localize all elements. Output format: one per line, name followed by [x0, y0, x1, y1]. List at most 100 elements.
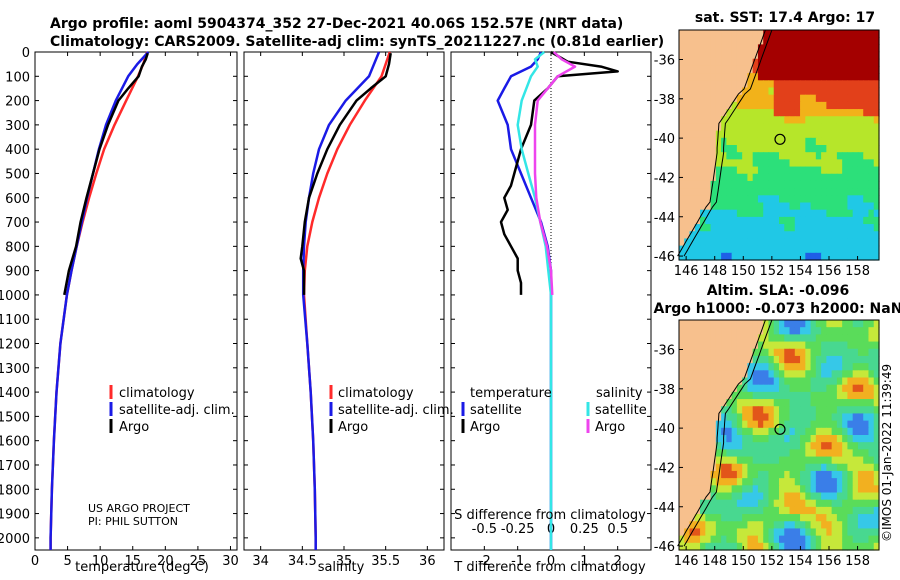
map-cell [768, 245, 775, 254]
map-cell [731, 470, 738, 479]
map-cell [679, 216, 685, 225]
map-cell [679, 334, 685, 343]
map-cell [742, 485, 749, 494]
map-cell [679, 202, 685, 211]
map-cell [747, 499, 754, 508]
map-cell [847, 470, 854, 479]
map-cell [710, 377, 717, 386]
map-cell [747, 327, 754, 335]
map-cell [689, 73, 696, 81]
map-cell [705, 535, 712, 544]
map-cell [694, 514, 701, 522]
map-cell [863, 166, 870, 175]
map-cell [768, 152, 775, 160]
map-cell [826, 94, 833, 103]
map-cell [810, 413, 817, 422]
map-cell [773, 145, 780, 153]
map-cell [831, 180, 838, 189]
map-cell [794, 224, 801, 232]
map-cell [721, 159, 727, 168]
map-frame [678, 319, 880, 551]
map-cell [821, 87, 827, 96]
map-cell [700, 377, 706, 386]
map-cell [773, 73, 780, 81]
map-cell [810, 478, 817, 486]
map-cell [831, 391, 838, 400]
series-argo [299, 53, 392, 295]
map-cell [831, 499, 838, 508]
map-cell [857, 363, 864, 371]
map-cell [736, 202, 743, 211]
map-cell [794, 341, 801, 350]
map-cell [826, 413, 833, 422]
map-cell [679, 44, 685, 53]
map-cell [826, 478, 833, 486]
map-cell [747, 44, 754, 53]
map-cell [784, 463, 791, 472]
map-cell [857, 341, 864, 350]
map-cell [757, 231, 764, 240]
map-cell [768, 470, 775, 479]
map-cell [847, 101, 854, 110]
map-cell [763, 58, 770, 67]
map-cell [815, 413, 822, 422]
map-cell [694, 152, 701, 160]
map-cell [810, 456, 817, 465]
map-cell [721, 73, 727, 81]
map-cell [842, 209, 849, 218]
map-cell [815, 224, 822, 232]
map-cell [821, 355, 827, 364]
map-cell [721, 413, 727, 422]
map-cell [752, 123, 759, 132]
map-cell [779, 166, 785, 175]
depth-tick-label: 1900 [0, 508, 30, 523]
map-cell [794, 245, 801, 254]
map-cell [826, 145, 833, 153]
map-cell [852, 377, 859, 386]
map-cell [836, 109, 843, 117]
map-cell [757, 123, 764, 132]
map-cell [857, 195, 864, 204]
map-cell [805, 73, 812, 81]
map-cell [868, 80, 875, 89]
map-cell [847, 449, 854, 458]
map-cell [863, 485, 870, 494]
map-cell [752, 492, 759, 501]
shelf-contour [683, 29, 773, 257]
map-cell [810, 542, 817, 551]
map-cell [705, 542, 712, 551]
map-cell [700, 202, 706, 211]
map-cell [736, 109, 743, 117]
map-cell [821, 370, 827, 379]
map-cell [789, 173, 796, 182]
map-cell [794, 238, 801, 247]
map-cell [789, 159, 796, 168]
map-cell [831, 87, 838, 96]
map-cell [768, 224, 775, 232]
map-cell [789, 101, 796, 110]
map-cell [763, 485, 770, 494]
map-cell [794, 514, 801, 522]
map-cell [752, 355, 759, 364]
map-cell [700, 320, 706, 328]
map-cell [736, 65, 743, 74]
map-cell [731, 216, 738, 225]
map-cell [821, 137, 827, 146]
map-cell [694, 521, 701, 530]
map-cell [842, 238, 849, 247]
map-cell [857, 492, 864, 501]
map-cell [710, 231, 717, 240]
map-cell [752, 506, 759, 515]
map-cell [710, 320, 717, 328]
map-cell [805, 456, 812, 465]
map-cell [700, 391, 706, 400]
map-cell [800, 355, 806, 364]
map-cell [747, 173, 754, 182]
map-cell [873, 65, 880, 74]
map-cell [705, 399, 712, 407]
map-cell [763, 245, 770, 254]
map-cell [752, 456, 759, 465]
map-cell [710, 245, 717, 254]
map-cell [731, 442, 738, 450]
lat-tick-label: -38 [654, 93, 675, 108]
